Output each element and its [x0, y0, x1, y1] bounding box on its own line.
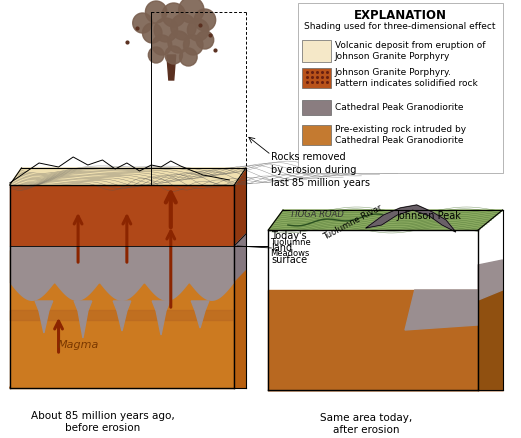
FancyBboxPatch shape	[302, 100, 331, 115]
Text: Rocks removed
by erosion during
last 85 million years: Rocks removed by erosion during last 85 …	[271, 152, 370, 188]
Text: EXPLANATION: EXPLANATION	[354, 10, 446, 22]
Text: Shading used for three-dimensional effect: Shading used for three-dimensional effec…	[304, 22, 496, 32]
Circle shape	[183, 35, 203, 55]
Circle shape	[154, 18, 178, 42]
Polygon shape	[405, 290, 478, 330]
FancyBboxPatch shape	[297, 3, 503, 173]
Polygon shape	[234, 168, 246, 246]
FancyBboxPatch shape	[302, 40, 331, 62]
Polygon shape	[268, 210, 503, 230]
Circle shape	[171, 14, 196, 40]
Circle shape	[148, 47, 164, 63]
Polygon shape	[167, 55, 176, 80]
Text: Johnson Peak: Johnson Peak	[397, 211, 462, 221]
Text: About 85 million years ago,
before erosion: About 85 million years ago, before erosi…	[31, 411, 175, 433]
Circle shape	[179, 0, 204, 23]
Text: Pre-existing rock intruded by
Cathedral Peak Granodiorite: Pre-existing rock intruded by Cathedral …	[334, 125, 466, 145]
Polygon shape	[10, 363, 246, 388]
Polygon shape	[366, 205, 456, 232]
Polygon shape	[10, 185, 234, 246]
FancyBboxPatch shape	[302, 68, 331, 88]
Polygon shape	[234, 238, 246, 388]
Circle shape	[194, 9, 216, 31]
Circle shape	[168, 31, 189, 53]
Circle shape	[142, 23, 162, 43]
Polygon shape	[268, 290, 478, 390]
Polygon shape	[113, 301, 131, 331]
Polygon shape	[478, 265, 503, 390]
Polygon shape	[74, 301, 92, 338]
Circle shape	[196, 31, 214, 49]
Text: Same area today,
after erosion: Same area today, after erosion	[320, 413, 412, 435]
Text: Cathedral Peak Granodiorite: Cathedral Peak Granodiorite	[334, 103, 463, 112]
Polygon shape	[10, 250, 234, 388]
Text: TIOGA ROAD: TIOGA ROAD	[290, 211, 344, 219]
Polygon shape	[191, 301, 209, 328]
Circle shape	[165, 46, 182, 64]
Polygon shape	[10, 168, 246, 185]
Polygon shape	[152, 301, 170, 335]
Text: Magma: Magma	[57, 340, 99, 350]
Circle shape	[145, 1, 167, 23]
Circle shape	[152, 35, 172, 55]
Circle shape	[133, 13, 152, 33]
Polygon shape	[478, 260, 503, 300]
Text: Volcanic deposit from eruption of
Johnson Granite Porphyry: Volcanic deposit from eruption of Johnso…	[334, 41, 485, 61]
Polygon shape	[10, 246, 234, 301]
Text: Johnson Granite Porphyry.
Pattern indicates solidified rock: Johnson Granite Porphyry. Pattern indica…	[334, 68, 477, 88]
Text: Today's
land
surface: Today's land surface	[271, 230, 307, 265]
Polygon shape	[35, 301, 53, 333]
Circle shape	[162, 3, 185, 27]
Text: Tuolumne
Meadows: Tuolumne Meadows	[270, 238, 311, 258]
Polygon shape	[10, 310, 234, 320]
FancyBboxPatch shape	[302, 125, 331, 145]
Polygon shape	[234, 234, 246, 281]
Text: Tuolumne River: Tuolumne River	[322, 203, 384, 241]
Circle shape	[188, 19, 209, 41]
Circle shape	[180, 48, 197, 66]
